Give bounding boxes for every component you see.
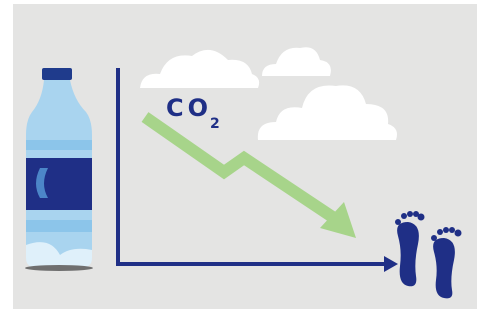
toe (407, 211, 413, 217)
page: CO 2 (() => { const data = JSON.parse(do… (0, 0, 490, 316)
toe (395, 219, 401, 225)
bottle-cap (42, 68, 72, 80)
bottle-shadow (25, 265, 93, 271)
toe (443, 227, 449, 233)
toe (449, 227, 455, 233)
toe (401, 213, 407, 219)
toe (431, 235, 437, 241)
toe (418, 214, 425, 221)
illustration: CO 2 (0, 0, 490, 316)
toe (455, 230, 462, 237)
co2-subscript: 2 (210, 116, 220, 132)
bottle-label (26, 158, 92, 210)
co2-label: CO (166, 94, 212, 122)
toe (437, 229, 443, 235)
